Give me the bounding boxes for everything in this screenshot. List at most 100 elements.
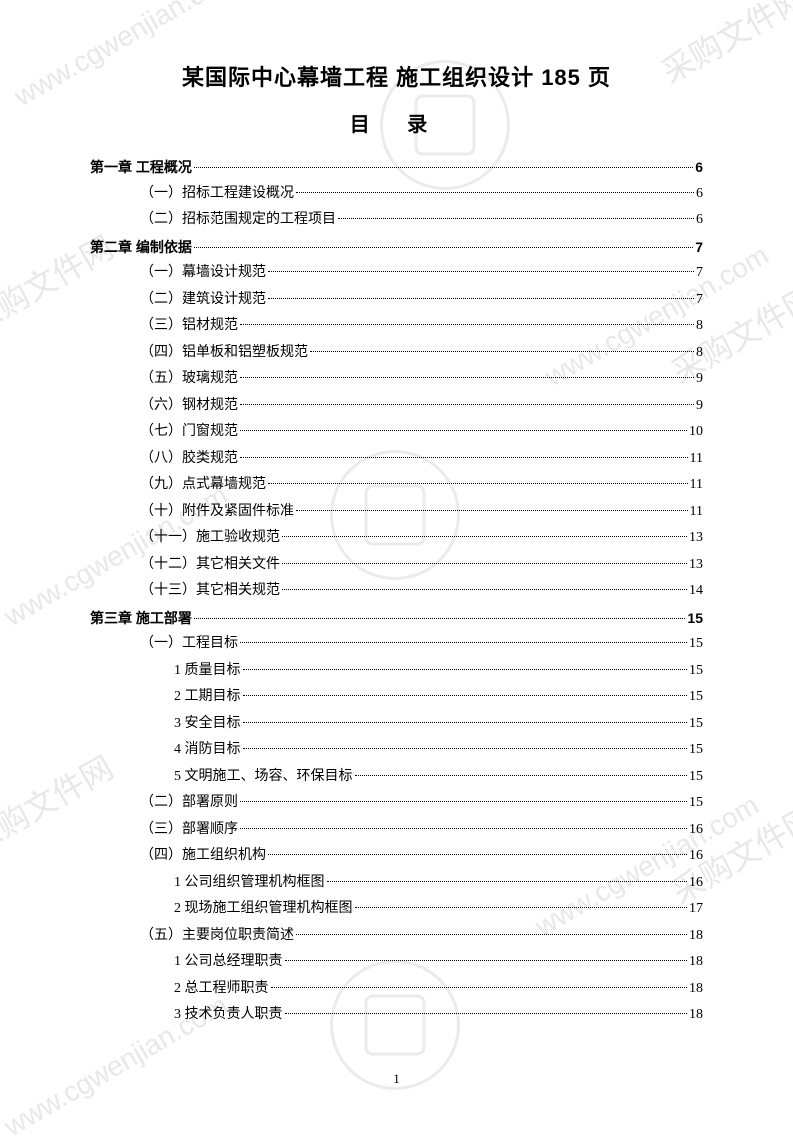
toc-dots — [240, 324, 694, 325]
toc-label: （五）玻璃规范 — [140, 367, 238, 392]
toc-page: 8 — [696, 314, 703, 339]
toc-entry: 1 公司组织管理机构框图16 — [90, 871, 703, 896]
toc-page: 18 — [689, 977, 703, 1002]
toc-page: 10 — [689, 420, 703, 445]
toc-label: （八）胶类规范 — [140, 447, 238, 472]
toc-dots — [355, 907, 688, 908]
toc-page: 14 — [689, 579, 703, 604]
toc-entry: （六）钢材规范9 — [90, 394, 703, 419]
toc-page: 15 — [689, 738, 703, 763]
toc-page: 15 — [689, 659, 703, 684]
toc-label: （三）铝材规范 — [140, 314, 238, 339]
toc-entry: （四）施工组织机构16 — [90, 844, 703, 869]
toc-label: 3 技术负责人职责 — [174, 1003, 283, 1028]
toc-page: 13 — [689, 553, 703, 578]
toc-dots — [271, 987, 688, 988]
toc-page: 15 — [689, 712, 703, 737]
toc-dots — [240, 457, 688, 458]
toc-label: （十一）施工验收规范 — [140, 526, 280, 551]
toc-entry: （十）附件及紧固件标准 11 — [90, 500, 703, 525]
toc-label: 3 安全目标 — [174, 712, 241, 737]
toc-dots — [194, 167, 693, 168]
toc-entry: （十三）其它相关规范 14 — [90, 579, 703, 604]
toc-label: 第三章 施工部署 — [90, 606, 192, 631]
toc-entry: 2 总工程师职责 18 — [90, 977, 703, 1002]
toc-label: （二）招标范围规定的工程项目 — [140, 208, 336, 233]
toc-page: 11 — [690, 500, 703, 525]
toc-page: 18 — [689, 950, 703, 975]
toc-label: （十三）其它相关规范 — [140, 579, 280, 604]
toc-page: 6 — [695, 155, 703, 180]
toc-page: 9 — [696, 367, 703, 392]
toc-dots — [240, 828, 687, 829]
toc-entry: （三）铝材规范 8 — [90, 314, 703, 339]
toc-label: （四）铝单板和铝塑板规范 — [140, 341, 308, 366]
toc-dots — [268, 483, 688, 484]
toc-page: 15 — [689, 791, 703, 816]
toc-page: 8 — [696, 341, 703, 366]
toc-dots — [282, 563, 687, 564]
document-content: 某国际中心幕墙工程 施工组织设计 185 页 目 录 第一章 工程概况6（一）招… — [90, 60, 703, 1028]
toc-entry: （五）玻璃规范 9 — [90, 367, 703, 392]
toc-label: （一）招标工程建设概况 — [140, 182, 294, 207]
toc-label: （二）部署原则 — [140, 791, 238, 816]
toc-dots — [268, 298, 694, 299]
toc-label: （二）建筑设计规范 — [140, 288, 266, 313]
toc-dots — [240, 642, 687, 643]
toc-label: （一）幕墙设计规范 — [140, 261, 266, 286]
toc-dots — [243, 748, 688, 749]
toc-label: （七）门窗规范 — [140, 420, 238, 445]
toc-page: 18 — [689, 1003, 703, 1028]
toc-dots — [243, 669, 688, 670]
toc-entry: （四）铝单板和铝塑板规范 8 — [90, 341, 703, 366]
toc-entry: 2 现场施工组织管理机构框图17 — [90, 897, 703, 922]
toc-entry: （一）工程目标15 — [90, 632, 703, 657]
toc-label: 2 总工程师职责 — [174, 977, 269, 1002]
document-title: 某国际中心幕墙工程 施工组织设计 185 页 — [90, 60, 703, 92]
toc-entry: （十一）施工验收规范13 — [90, 526, 703, 551]
toc-label: （十）附件及紧固件标准 — [140, 500, 294, 525]
toc-entry: （一）招标工程建设概况6 — [90, 182, 703, 207]
toc-dots — [338, 218, 694, 219]
toc-label: （四）施工组织机构 — [140, 844, 266, 869]
toc-entry: 3 技术负责人职责 18 — [90, 1003, 703, 1028]
toc-heading: 目 录 — [90, 108, 703, 137]
toc-label: 5 文明施工、场容、环保目标 — [174, 765, 353, 790]
toc-entry: （七）门窗规范 10 — [90, 420, 703, 445]
toc-label: （五）主要岗位职责简述 — [140, 924, 294, 949]
toc-dots — [243, 695, 688, 696]
toc-entry: 第二章 编制依据7 — [90, 235, 703, 260]
page-number: 1 — [393, 1071, 400, 1087]
toc-entry: （三）部署顺序16 — [90, 818, 703, 843]
toc-label: 第一章 工程概况 — [90, 155, 192, 180]
toc-dots — [327, 881, 688, 882]
toc-dots — [240, 430, 687, 431]
toc-dots — [296, 192, 694, 193]
toc-label: 1 公司总经理职责 — [174, 950, 283, 975]
toc-label: （三）部署顺序 — [140, 818, 238, 843]
toc-page: 7 — [696, 288, 703, 313]
toc-entry: （二）招标范围规定的工程项目6 — [90, 208, 703, 233]
toc-label: （九）点式幕墙规范 — [140, 473, 266, 498]
toc-dots — [285, 1013, 688, 1014]
toc-entry: 第三章 施工部署15 — [90, 606, 703, 631]
toc-dots — [282, 536, 687, 537]
toc-page: 15 — [689, 632, 703, 657]
toc-label: （六）钢材规范 — [140, 394, 238, 419]
toc-dots — [194, 618, 686, 619]
toc-page: 17 — [689, 897, 703, 922]
toc-entry: 5 文明施工、场容、环保目标 15 — [90, 765, 703, 790]
toc-dots — [310, 351, 694, 352]
toc-dots — [194, 247, 693, 248]
toc-page: 18 — [689, 924, 703, 949]
toc-label: （十二）其它相关文件 — [140, 553, 280, 578]
toc-dots — [282, 589, 687, 590]
toc-entry: 3 安全目标 15 — [90, 712, 703, 737]
toc-page: 7 — [695, 235, 703, 260]
toc-label: 1 质量目标 — [174, 659, 241, 684]
toc-page: 11 — [690, 447, 703, 472]
toc-dots — [296, 510, 688, 511]
toc-page: 16 — [689, 871, 703, 896]
toc-dots — [240, 377, 694, 378]
toc-page: 15 — [689, 765, 703, 790]
